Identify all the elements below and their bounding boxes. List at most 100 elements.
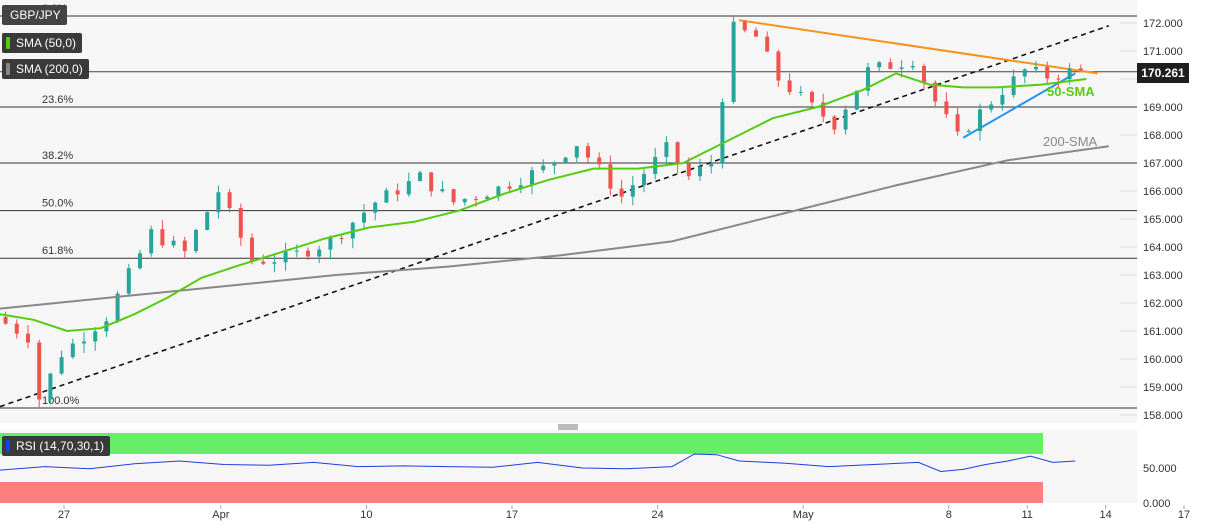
candle-body (362, 212, 366, 223)
candle-body (194, 229, 198, 252)
current-price-label: 170.261 (1137, 63, 1189, 83)
sma50-tag[interactable]: SMA (50,0) (2, 33, 83, 53)
y-tick-label: 158.000 (1143, 410, 1183, 422)
candle-body (720, 102, 725, 164)
rsi-tag[interactable]: RSI (14,70,30,1) (2, 436, 111, 456)
candle-body (406, 181, 411, 195)
x-tick-label: 27 (58, 509, 70, 521)
y-tick-label: 159.000 (1143, 382, 1183, 394)
candle-body (698, 166, 702, 177)
candle-body (149, 229, 154, 254)
candle-body (294, 250, 299, 252)
fib-label: 61.8% (42, 245, 73, 257)
candle-body (787, 80, 792, 93)
candle-body (597, 157, 602, 165)
x-tick-label: 17 (506, 509, 518, 521)
candle-body (1000, 94, 1005, 105)
candle-body (854, 90, 859, 110)
candle-body (26, 333, 30, 343)
symbol-tag[interactable]: GBP/JPY (2, 5, 67, 25)
candle-body (563, 157, 568, 163)
candle-body (630, 185, 635, 197)
candle-body (586, 146, 590, 158)
sma200-line (0, 145, 1109, 310)
candle-body (462, 198, 467, 203)
candle-body (82, 341, 86, 344)
candle-body (283, 251, 288, 263)
sma50-swatch (6, 37, 10, 49)
y-tick-label: 160.000 (1143, 354, 1183, 366)
candle-body (126, 268, 131, 294)
x-tick-label: May (793, 509, 814, 521)
x-tick-label: 10 (360, 509, 372, 521)
candle-body (888, 62, 893, 69)
candle-body (3, 317, 8, 324)
candle-body (686, 163, 691, 177)
candle-body (742, 21, 747, 31)
candle-body (843, 109, 848, 130)
candle-body (227, 192, 232, 208)
candle-body (966, 130, 971, 132)
candle-body (451, 189, 456, 203)
panel-resize-handle[interactable] (558, 424, 578, 430)
fib-label: 50.0% (42, 198, 73, 210)
sma200-tag[interactable]: SMA (200,0) (2, 59, 89, 79)
price-axis: 158.000 159.000 160.000 161.000 162.000 163.0… (1143, 18, 1183, 510)
candle-body (910, 65, 915, 68)
fib-label: 100.0% (42, 395, 80, 407)
candle-body (160, 229, 165, 246)
y-tick-label: 165.000 (1143, 214, 1183, 226)
y-tick-label: 169.000 (1143, 102, 1183, 114)
candle-body (261, 261, 266, 264)
y-tick-label: 161.000 (1143, 326, 1183, 338)
candle-body (541, 165, 546, 171)
candle-body (944, 101, 949, 115)
candle-body (37, 342, 42, 400)
candle-body (675, 142, 680, 164)
candle-body (70, 343, 75, 358)
candle-body (14, 323, 19, 334)
candle-body (933, 82, 938, 102)
candle-body (642, 173, 646, 186)
rsi-oversold-zone (0, 482, 1043, 503)
candle-body (518, 185, 523, 189)
plot-area (0, 0, 1137, 423)
y-tick-label: 167.000 (1143, 158, 1183, 170)
candle-body (1034, 66, 1038, 70)
candle-body (182, 240, 187, 252)
candle-body (440, 189, 445, 192)
x-tick-label: 11 (1021, 509, 1032, 521)
candle-body (93, 331, 98, 342)
candle-body (821, 102, 826, 117)
candle-body (1056, 78, 1061, 80)
candle-body (653, 156, 658, 174)
sma200-label: 200-SMA (1043, 134, 1098, 149)
y-tick-label: 166.000 (1143, 186, 1183, 198)
x-tick-label: 24 (651, 509, 663, 521)
candle-body (776, 51, 781, 81)
sma200-tag-label: SMA (200,0) (16, 62, 83, 76)
candle-body (350, 222, 355, 239)
candle-body (866, 67, 870, 91)
y-tick-label: 164.000 (1143, 242, 1183, 254)
candle-body (899, 67, 904, 69)
x-tick-label: Apr (212, 509, 229, 521)
x-tick-label: 17 (1178, 509, 1190, 521)
candle-body (1078, 68, 1083, 71)
sma50-label: 50-SMA (1047, 84, 1095, 99)
y-tick-label: 162.000 (1143, 298, 1183, 310)
candle-body (507, 186, 512, 189)
candle-body (48, 373, 53, 400)
candle-body (731, 21, 736, 103)
candle-body (922, 65, 926, 83)
rsi-panel (0, 433, 1076, 503)
candle-body (955, 114, 960, 132)
candle-body (384, 190, 389, 203)
candle-body (619, 188, 624, 197)
candle-body (1022, 69, 1027, 77)
candle-body (810, 91, 814, 103)
y-tick-label: 172.000 (1143, 18, 1183, 30)
candle-body (978, 109, 982, 131)
candle-body (709, 163, 714, 167)
